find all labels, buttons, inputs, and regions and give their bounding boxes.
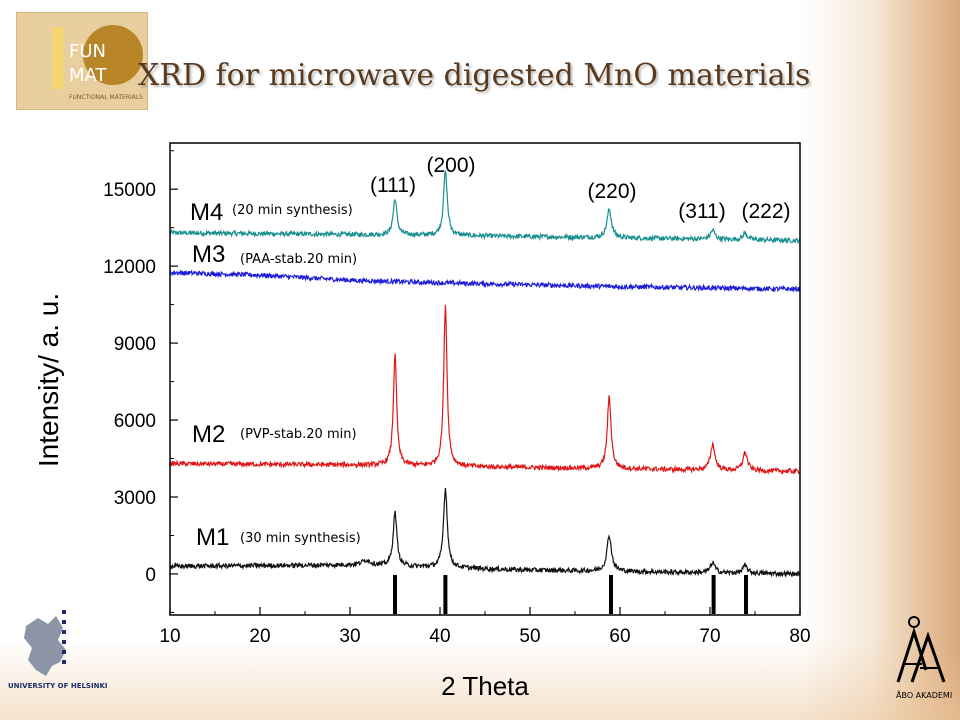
logo-line-2: MAT xyxy=(69,65,107,86)
series-name-label: M4 xyxy=(190,199,223,226)
peak-label: (220) xyxy=(587,180,636,203)
series-note-label: (20 min synthesis) xyxy=(232,203,353,218)
y-tick-label: 12000 xyxy=(103,257,156,278)
series-line-M2 xyxy=(169,304,801,476)
series-name-label: M2 xyxy=(192,421,225,448)
series-line-M1 xyxy=(169,487,801,578)
series-line-M3 xyxy=(169,269,801,293)
x-tick-label: 30 xyxy=(339,626,360,647)
series-line-M4 xyxy=(169,169,801,245)
university-of-helsinki-logo: UNIVERSITY OF HELSINKI xyxy=(8,606,118,692)
abo-akademi-logo: ÅBO AKADEMI xyxy=(894,612,954,708)
y-tick-label: 9000 xyxy=(114,334,156,355)
peak-label: (311) xyxy=(678,200,725,223)
x-tick-label: 20 xyxy=(249,626,270,647)
peak-labels: (111) (200) (220) (311) (222) xyxy=(370,154,790,223)
logo-line-1: FUN xyxy=(69,41,106,62)
y-tick-label: 0 xyxy=(145,565,156,586)
x-tick-label: 80 xyxy=(789,626,810,647)
helsinki-logo-text: UNIVERSITY OF HELSINKI xyxy=(8,682,107,690)
series-labels: M4 (20 min synthesis) M3 (PAA-stab.20 min) M… xyxy=(190,199,361,551)
y-tick-label: 15000 xyxy=(103,180,156,201)
series-note-label: (30 min synthesis) xyxy=(240,531,361,546)
series-name-label: M3 xyxy=(192,241,225,268)
peak-label: (222) xyxy=(741,200,790,223)
x-tick-label: 40 xyxy=(429,626,450,647)
x-tick-label: 70 xyxy=(699,626,720,647)
x-tick-label: 10 xyxy=(159,626,180,647)
peak-label: (111) xyxy=(370,174,416,197)
y-tick-label: 6000 xyxy=(114,411,156,432)
x-axis-ticks: 10 20 30 40 50 60 70 80 xyxy=(159,607,811,647)
y-axis-ticks: 0 3000 6000 9000 12000 15000 xyxy=(103,150,178,613)
funmat-logo: FUN MAT FUNCTIONAL MATERIALS xyxy=(16,12,148,110)
x-tick-label: 60 xyxy=(609,626,630,647)
series-note-label: (PVP-stab.20 min) xyxy=(240,427,357,442)
y-axis-label: Intensity/ a. u. xyxy=(33,293,64,467)
background-fade xyxy=(0,640,960,720)
x-tick-label: 50 xyxy=(519,626,540,647)
page-title: XRD for microwave digested MnO materials xyxy=(138,58,811,93)
y-tick-label: 3000 xyxy=(114,488,156,509)
series-layer xyxy=(169,169,801,578)
peak-label: (200) xyxy=(426,154,475,177)
series-note-label: (PAA-stab.20 min) xyxy=(240,252,357,267)
x-axis-label: 2 Theta xyxy=(441,671,529,701)
logo-line-3: FUNCTIONAL MATERIALS xyxy=(69,94,143,101)
series-name-label: M1 xyxy=(196,524,229,551)
abo-logo-text: ÅBO AKADEMI xyxy=(896,689,952,700)
reference-peaks xyxy=(393,574,748,614)
